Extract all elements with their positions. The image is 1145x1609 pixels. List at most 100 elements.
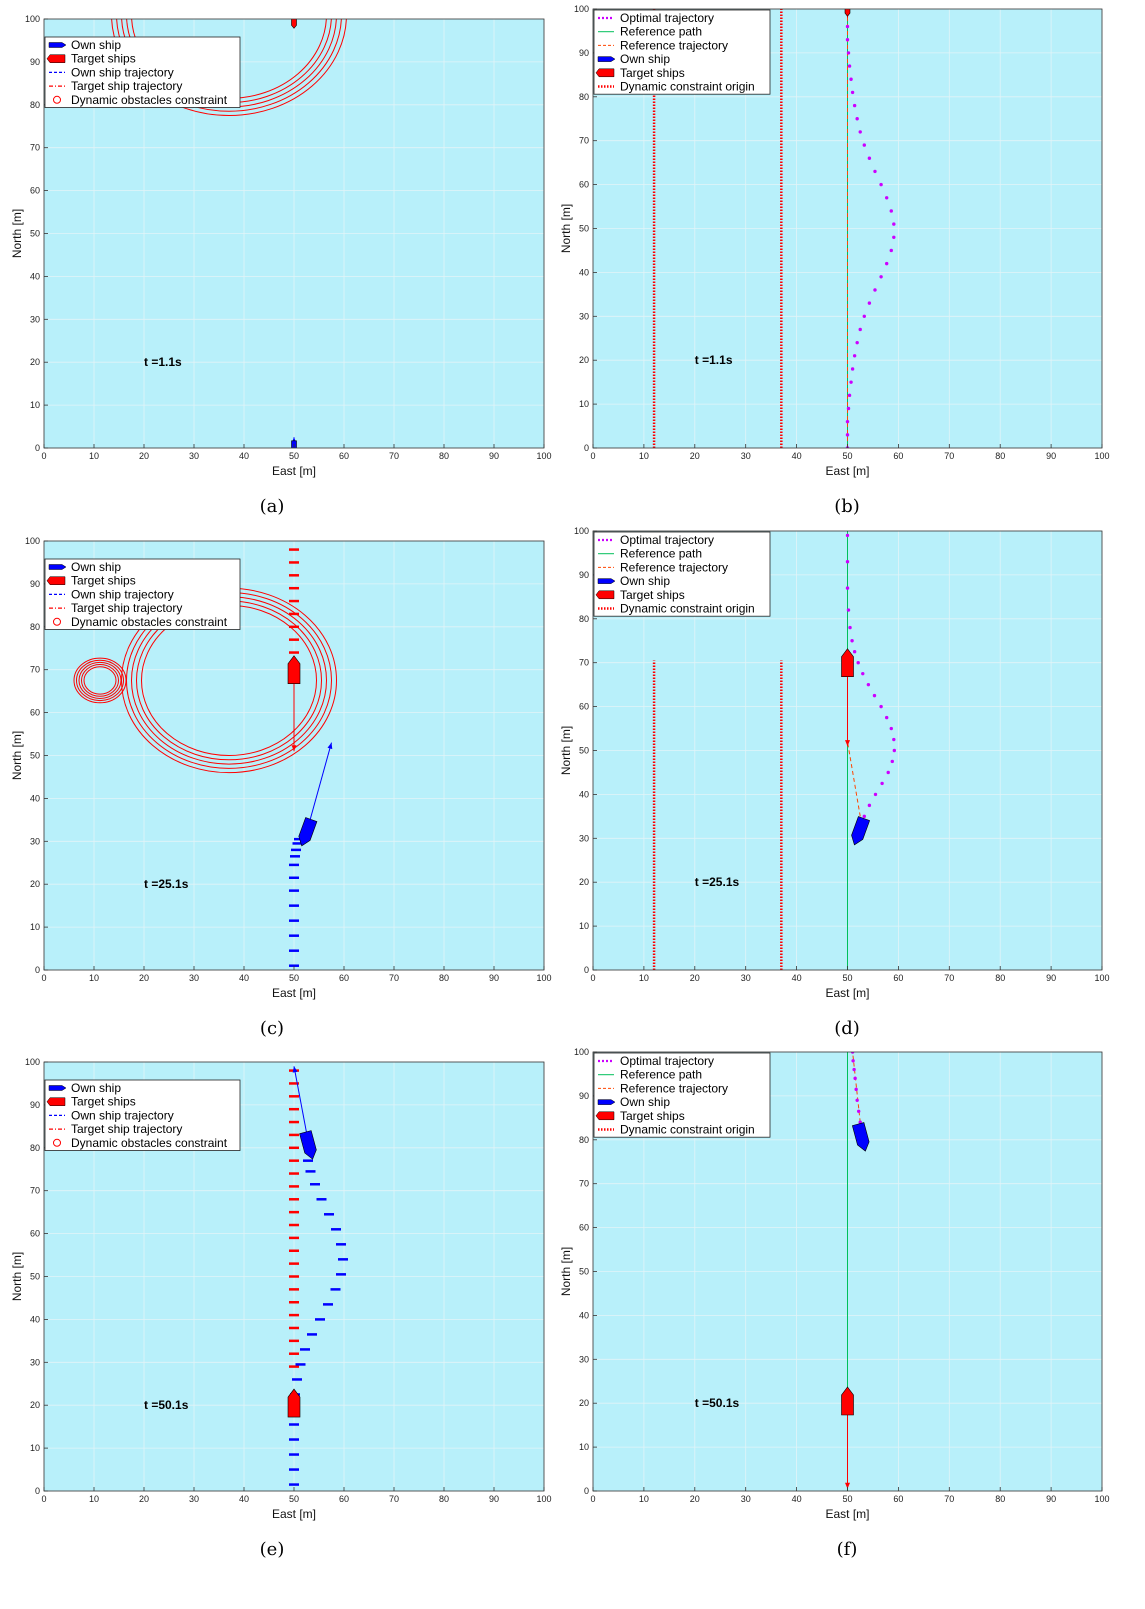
target-ship-marker-heading-arrow-head — [845, 740, 850, 747]
legend-label-optimal-trajectory: Optimal trajectory — [620, 533, 714, 547]
x-axis-label: East [m] — [272, 1507, 316, 1521]
y-tick-label: 50 — [579, 224, 589, 234]
legend-label-target-ship-trajectory: Target ship trajectory — [71, 1122, 182, 1136]
optimal-trajectory-point — [873, 288, 877, 292]
x-tick-label: 60 — [339, 1494, 349, 1504]
y-tick-label: 20 — [579, 1398, 589, 1408]
y-tick-label: 60 — [30, 186, 40, 196]
legend-label-target-ships: Target ships — [620, 66, 685, 80]
optimal-trajectory-point — [884, 261, 889, 266]
target-ship-marker — [291, 19, 297, 29]
x-tick-label: 0 — [590, 973, 595, 983]
x-axis-label: East [m] — [272, 986, 316, 1000]
x-tick-label: 10 — [639, 973, 649, 983]
optimal-trajectory-point — [845, 419, 850, 424]
x-tick-label: 70 — [389, 973, 399, 983]
optimal-trajectory-point — [889, 726, 893, 731]
legend-label-target-ship-trajectory: Target ship trajectory — [71, 79, 182, 93]
x-tick-label: 0 — [41, 451, 46, 461]
reference-trajectory-line — [847, 741, 861, 817]
legend-box — [593, 1052, 771, 1138]
optimal-trajectory-point — [855, 1098, 859, 1102]
x-tick-label: 40 — [792, 451, 802, 461]
legend-label-own-ship: Own ship — [620, 52, 670, 66]
optimal-trajectory-point — [872, 693, 877, 698]
x-tick-label: 50 — [842, 973, 852, 983]
own-ship-marker — [851, 1122, 870, 1152]
legend-label-own-ship-trajectory: Own ship trajectory — [71, 1108, 174, 1122]
x-tick-label: 0 — [41, 973, 46, 983]
optimal-trajectory-point — [884, 196, 889, 200]
optimal-trajectory-point — [890, 759, 894, 764]
x-tick-label: 20 — [690, 973, 700, 983]
target-ship-marker — [841, 648, 854, 678]
optimal-trajectory-point — [852, 103, 857, 108]
y-tick-label: 30 — [30, 836, 40, 846]
y-tick-label: 50 — [30, 229, 40, 239]
optimal-trajectory-point — [892, 737, 896, 742]
reference-trajectory-line — [852, 1052, 861, 1123]
legend-symbol-own-ship — [597, 56, 616, 62]
legend-label-reference-path: Reference path — [620, 1068, 702, 1082]
y-tick-label: 40 — [30, 271, 40, 281]
optimal-trajectory-point — [855, 340, 859, 345]
x-tick-label: 10 — [89, 451, 99, 461]
x-tick-label: 50 — [289, 1494, 299, 1504]
optimal-trajectory-point — [845, 586, 850, 590]
optimal-trajectory-point — [849, 380, 853, 384]
legend-label-own-ship: Own ship — [71, 1081, 121, 1095]
x-tick-label: 80 — [995, 1494, 1005, 1504]
y-axis-label: North [m] — [10, 731, 24, 780]
x-axis-label: East [m] — [825, 464, 869, 478]
optimal-trajectory-point — [850, 1052, 855, 1054]
x-tick-label: 30 — [189, 973, 199, 983]
legend-symbol-target-ship — [595, 590, 615, 600]
x-tick-label: 50 — [289, 451, 299, 461]
legend-symbol-target-ship — [46, 576, 66, 585]
legend-symbol-target-ship — [595, 68, 615, 78]
time-label: t =1.1s — [144, 355, 182, 369]
optimal-trajectory-point — [845, 433, 850, 437]
y-tick-label: 40 — [30, 793, 40, 803]
x-tick-label: 100 — [1094, 973, 1109, 983]
time-label: t =25.1s — [695, 875, 740, 889]
y-tick-label: 70 — [30, 1186, 40, 1196]
chart-panel-d: 00 10 10 20 20 30 30 40 40 50 50 60 60 70 70 80 80 90 90 10… — [559, 526, 1110, 1039]
optimal-trajectory-point — [889, 209, 893, 213]
y-tick-label: 20 — [579, 355, 589, 365]
x-tick-label: 30 — [741, 451, 751, 461]
target-ship-marker — [841, 1386, 854, 1416]
y-tick-label: 40 — [579, 267, 589, 277]
x-tick-label: 100 — [536, 973, 551, 983]
x-tick-label: 30 — [741, 973, 751, 983]
legend-label-own-ship-trajectory: Own ship trajectory — [71, 587, 174, 601]
y-tick-label: 0 — [584, 443, 589, 453]
dynamic-obstacle-constraint-ring — [111, 19, 347, 116]
x-tick-label: 70 — [944, 1494, 954, 1504]
x-tick-label: 40 — [792, 973, 802, 983]
optimal-trajectory-point — [889, 248, 893, 253]
optimal-trajectory-point — [845, 533, 850, 538]
y-tick-label: 80 — [30, 100, 40, 110]
optimal-trajectory-point — [845, 24, 850, 29]
x-tick-label: 30 — [189, 451, 199, 461]
plot-content — [841, 1052, 870, 1491]
optimal-trajectory-point — [879, 275, 883, 279]
y-tick-label: 70 — [579, 658, 589, 668]
legend-symbol-constraint — [53, 95, 61, 104]
y-tick-label: 20 — [30, 1400, 40, 1410]
optimal-trajectory-point — [866, 682, 871, 687]
chart-panel-c: 00 10 10 20 20 30 30 40 40 50 50 60 60 70 70 80 80 90 90 10… — [10, 536, 552, 1039]
y-tick-label: 90 — [30, 579, 40, 589]
x-tick-label: 40 — [239, 973, 249, 983]
legend-label-target-ship-trajectory: Target ship trajectory — [71, 601, 182, 615]
optimal-trajectory-point — [850, 367, 855, 371]
target-ship-marker — [844, 9, 851, 17]
legend-label-optimal-trajectory: Optimal trajectory — [620, 11, 714, 25]
y-tick-label: 20 — [30, 879, 40, 889]
y-tick-label: 30 — [30, 314, 40, 324]
x-tick-label: 90 — [1046, 451, 1056, 461]
